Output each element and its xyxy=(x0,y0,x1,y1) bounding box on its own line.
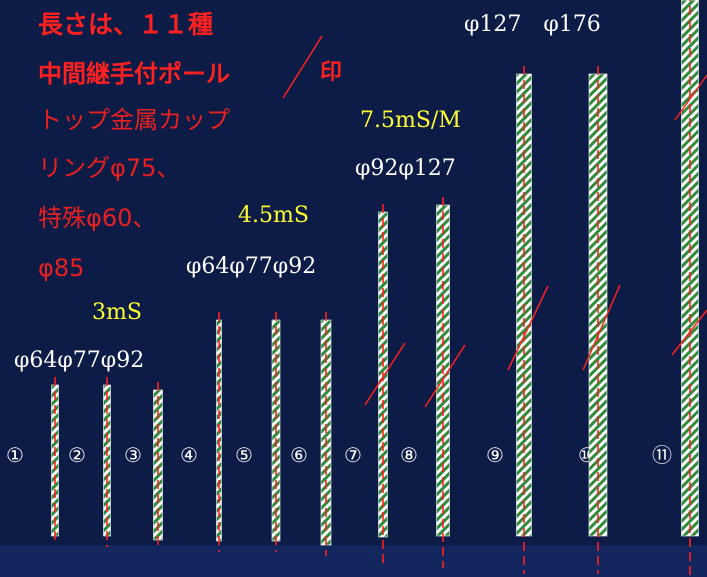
ground-band xyxy=(0,545,707,577)
group-length-45ms: 4.5mS xyxy=(238,203,309,228)
pole-9-joint-mark xyxy=(507,285,549,371)
pole-8-joint-mark xyxy=(424,344,466,408)
group-length-75ms: 7.5mS/M xyxy=(360,108,461,133)
pole-number-8: ⑧ xyxy=(400,443,418,467)
note-joint-pole: 中間継手付ポール xyxy=(38,60,230,88)
pole-number-1: ① xyxy=(6,443,24,467)
pole-11-upper-joint-mark xyxy=(674,74,707,121)
note-kinds: 長さは、１１種 xyxy=(38,10,214,39)
pole-number-3: ③ xyxy=(124,443,142,467)
group-diameters-45ms: φ64φ77φ92 xyxy=(186,254,317,279)
legend-joint-mark xyxy=(282,35,323,99)
note-ring: リングφ75、 xyxy=(38,154,181,182)
pole-number-5: ⑤ xyxy=(235,443,253,467)
pole-10-joint-mark xyxy=(582,284,621,371)
pole-11 xyxy=(681,0,699,537)
pole-number-9: ⑨ xyxy=(486,443,504,467)
group-diameters-long: φ127 φ176 xyxy=(464,12,601,37)
pole-number-7: ⑦ xyxy=(344,443,362,467)
group-diameters-75ms: φ92φ127 xyxy=(355,156,456,181)
pole-number-6: ⑥ xyxy=(290,443,308,467)
note-d85: φ85 xyxy=(38,254,85,282)
pole-number-4: ④ xyxy=(180,443,198,467)
group-diameters-3ms: φ64φ77φ92 xyxy=(14,348,145,373)
pole-number-2: ② xyxy=(68,443,86,467)
note-top-cup: トップ金属カップ xyxy=(38,106,230,134)
pole-11-joint-mark xyxy=(671,309,707,356)
group-length-3ms: 3mS xyxy=(92,300,142,325)
note-joint-mark: 印 xyxy=(320,60,343,85)
pole-number-11: ⑪ xyxy=(652,443,672,467)
note-special: 特殊φ60、 xyxy=(38,204,157,232)
pole-7-joint-mark xyxy=(364,342,406,406)
